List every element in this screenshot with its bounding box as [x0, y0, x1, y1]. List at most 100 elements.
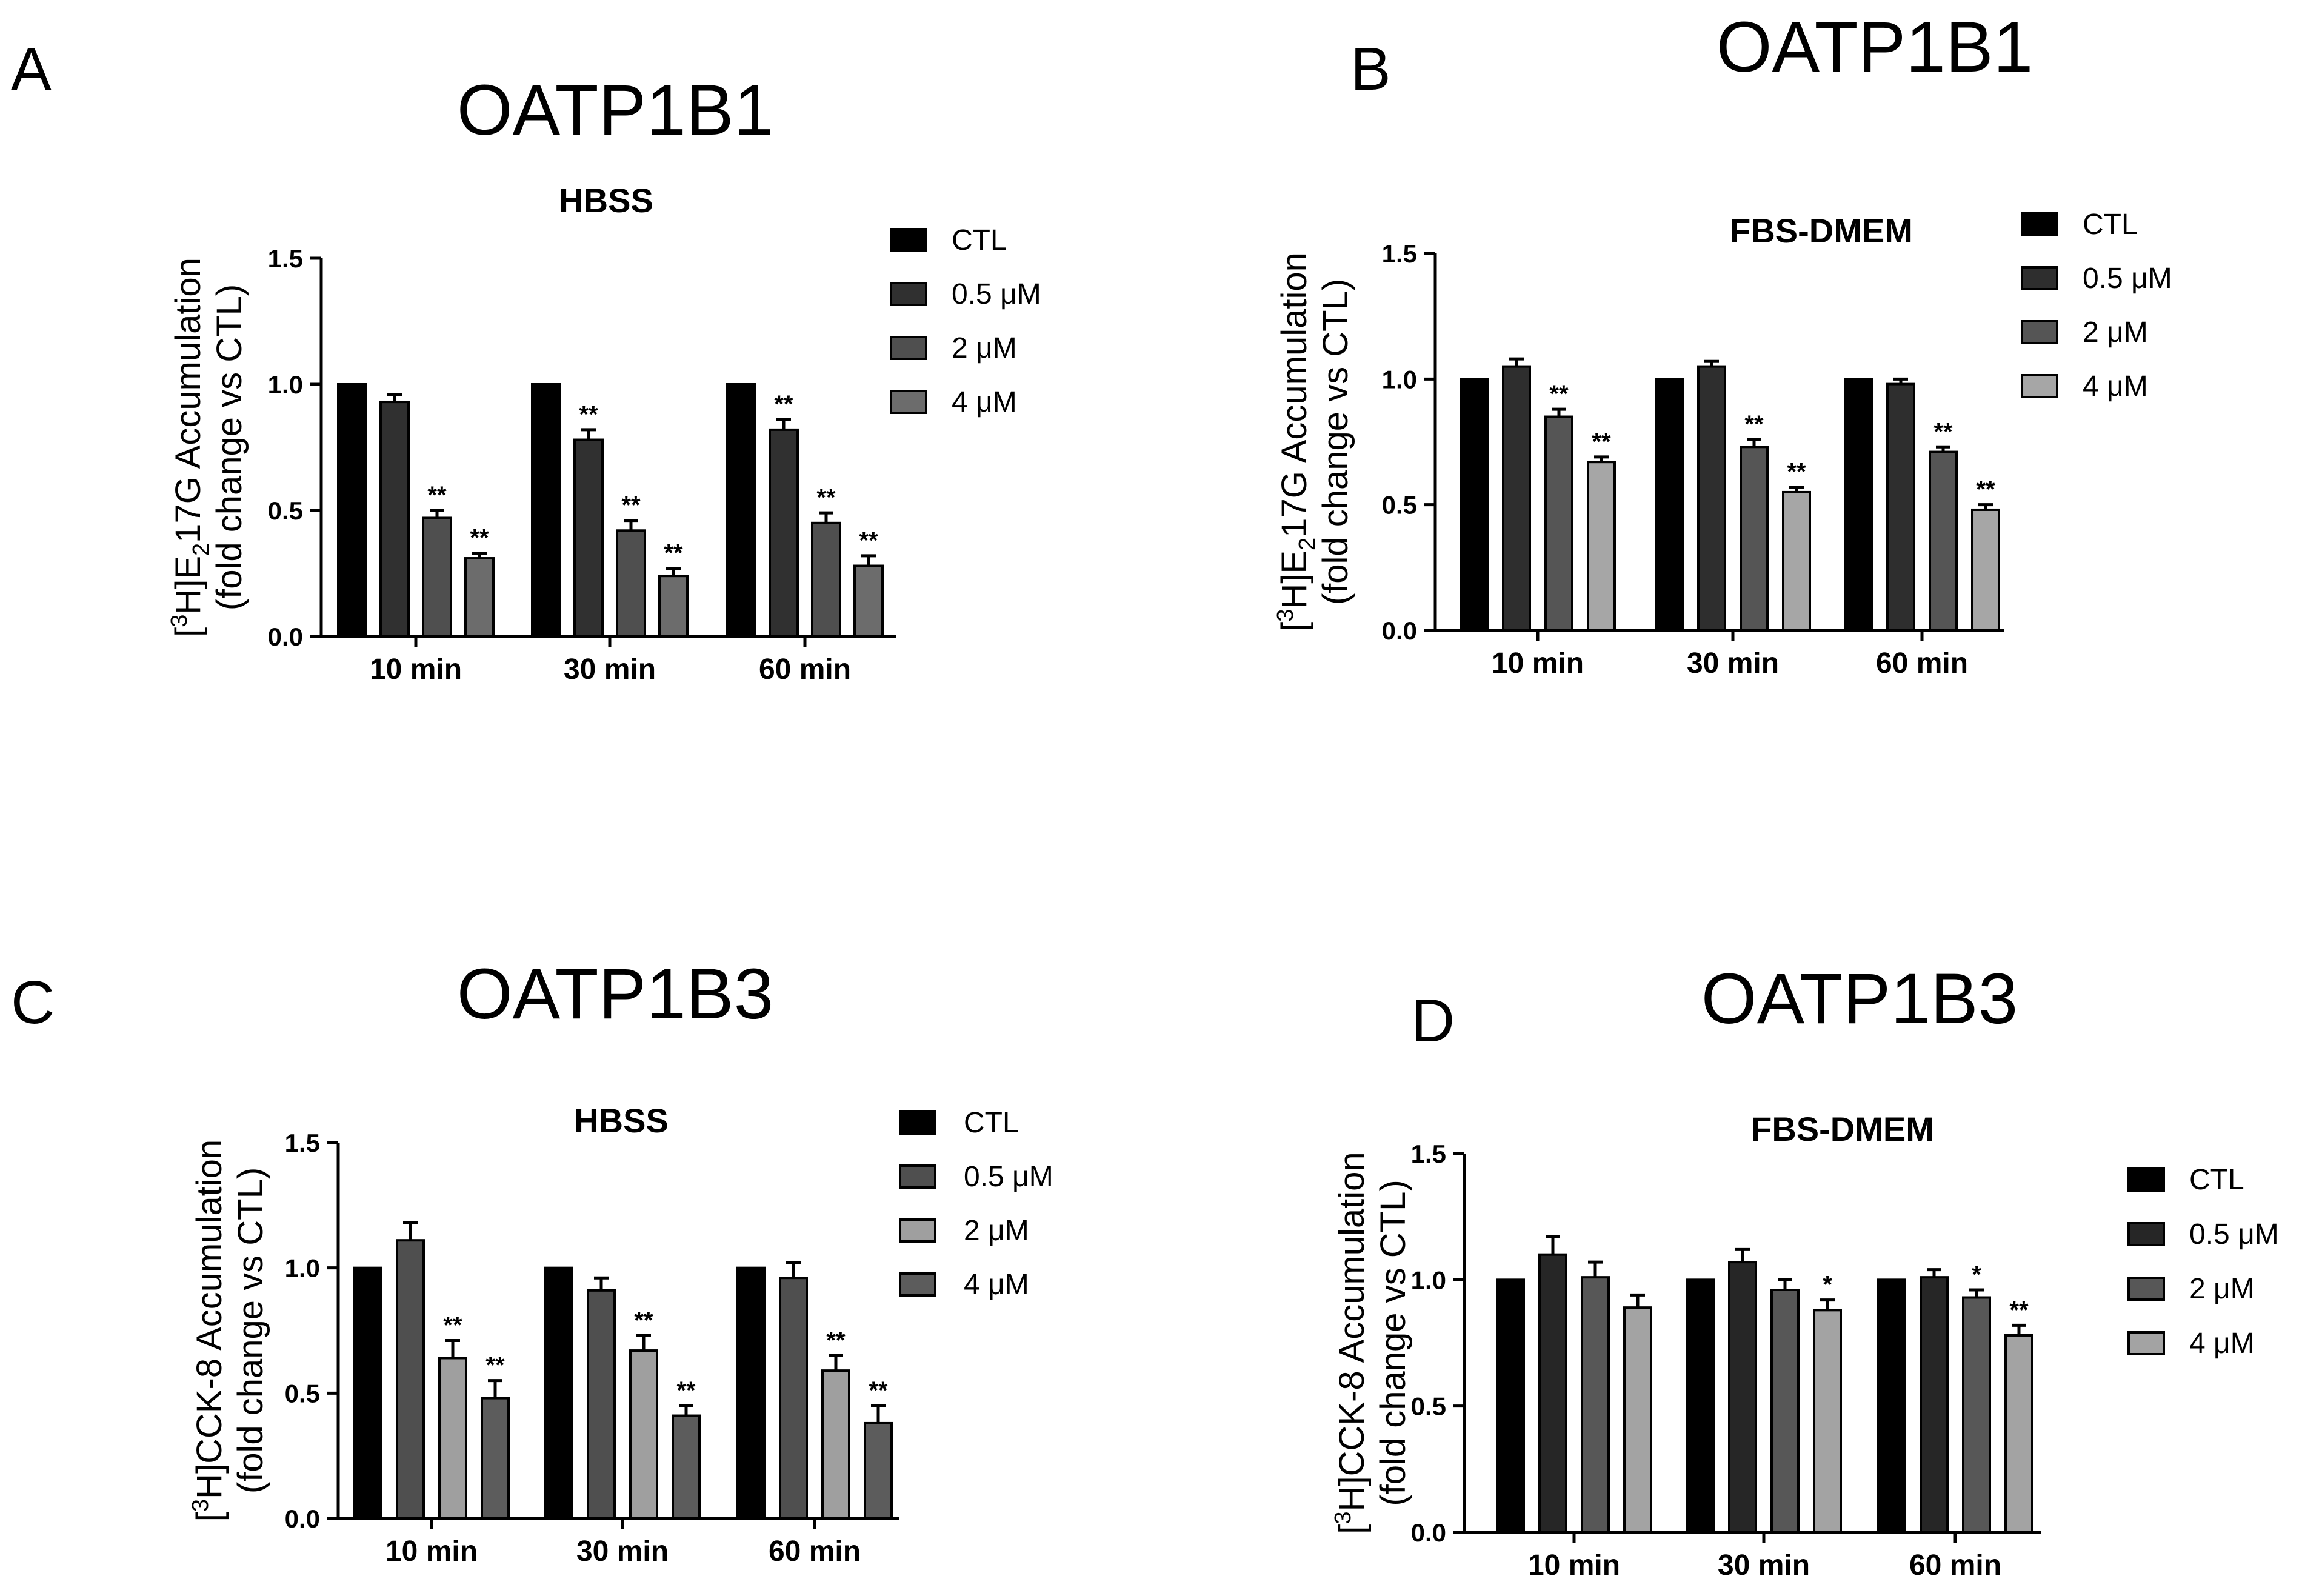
y-axis-label: [3H]CCK-8 Accumulation (fold change vs CT…: [1330, 1152, 1413, 1534]
panel-title: OATP1B1: [1716, 7, 2033, 87]
bar: [1844, 378, 1873, 632]
significance-label: **: [869, 1377, 888, 1404]
bar: [1770, 1289, 1800, 1534]
significance-label: **: [621, 492, 641, 519]
bar: [811, 521, 841, 638]
bar: [1496, 1278, 1525, 1534]
bar: [779, 1277, 808, 1520]
legend-label: CTL: [952, 224, 1007, 256]
legend: CTL 0.5 μM 2 μM 4 μM: [899, 1107, 1053, 1301]
legend-swatch: [890, 336, 927, 360]
x-tick-label: 10 min: [370, 653, 462, 686]
bar: [1782, 490, 1811, 632]
legend: CTL 0.5 μM 2 μM 4 μM: [890, 224, 1041, 418]
panel-a: A OATP1B1 HBSS [3H]E217G Accumulation (fold …: [11, 35, 1041, 686]
legend-swatch: [890, 390, 927, 414]
panel-letter: D: [1411, 987, 1455, 1055]
bar: [864, 1421, 893, 1520]
y-axis-label-line2: (fold change vs CTL): [231, 1167, 270, 1494]
legend-swatch: [890, 228, 927, 252]
bar: [1623, 1306, 1652, 1534]
panel-title: OATP1B3: [1701, 959, 2018, 1039]
significance-label: **: [579, 401, 598, 428]
bar: [1544, 415, 1573, 632]
legend-label: 0.5 μM: [964, 1161, 1053, 1193]
legend: CTL 0.5 μM 2 μM 4 μM: [2021, 209, 2172, 402]
legend-swatch: [2021, 374, 2058, 398]
bar: [573, 438, 604, 638]
significance-label: **: [443, 1312, 462, 1339]
bar: [1587, 461, 1616, 632]
x-tick-label: 30 min: [564, 653, 656, 686]
bar: [379, 401, 410, 638]
significance-label: **: [1744, 411, 1764, 438]
x-tick-label: 60 min: [1909, 1549, 2001, 1581]
y-axis-label: [3H]E217G Accumulation (fold change vs CT…: [1273, 252, 1355, 632]
x-tick-label: 60 min: [1876, 647, 1968, 679]
y-axis-label-line1: [3H]E217G Accumulation: [1273, 252, 1320, 632]
y-tick-label: 1.0: [1411, 1266, 1446, 1294]
x-tick-label: 10 min: [1492, 647, 1584, 679]
significance-label: **: [427, 482, 447, 509]
legend: CTL 0.5 μM 2 μM 4 μM: [2127, 1164, 2279, 1360]
y-axis-label-line2: (fold change vs CTL): [1373, 1180, 1413, 1506]
legend-swatch: [899, 1110, 936, 1135]
significance-label: *: [1823, 1272, 1832, 1298]
significance-label: **: [485, 1352, 505, 1379]
panel-d: D OATP1B3 FBS-DMEM [3H]CCK-8 Accumulation (f…: [1330, 959, 2279, 1581]
panel-title: OATP1B1: [457, 70, 773, 150]
significance-label: **: [1787, 459, 1806, 486]
legend-swatch: [890, 282, 927, 306]
legend-swatch: [2127, 1222, 2165, 1246]
y-axis-label: [3H]E217G Accumulation (fold change vs CT…: [167, 258, 249, 637]
y-tick-label: 0.0: [285, 1504, 320, 1533]
significance-label: **: [826, 1327, 846, 1354]
significance-label: **: [774, 391, 793, 418]
chart-title: FBS-DMEM: [1730, 212, 1913, 250]
bar: [629, 1349, 658, 1520]
legend-swatch: [2021, 212, 2058, 236]
bar: [481, 1397, 510, 1520]
significance-label: **: [470, 525, 489, 552]
bar: [1460, 378, 1489, 632]
y-tick-label: 1.5: [268, 244, 303, 273]
chart-title: HBSS: [559, 181, 653, 219]
x-tick-label: 30 min: [1718, 1549, 1810, 1581]
bar: [1655, 378, 1684, 632]
x-tick-label: 60 min: [769, 1535, 861, 1568]
bar: [1728, 1261, 1757, 1534]
y-axis-label-line2: (fold change vs CTL): [210, 284, 249, 610]
y-tick-label: 1.0: [268, 370, 303, 399]
legend-swatch: [2127, 1277, 2165, 1301]
bar: [422, 516, 452, 638]
legend-swatch: [2021, 320, 2058, 344]
bar: [396, 1239, 425, 1520]
bar: [1920, 1276, 1949, 1534]
y-tick-label: 1.5: [1411, 1140, 1446, 1168]
y-tick-label: 0.5: [1382, 491, 1417, 519]
bar: [531, 383, 561, 638]
y-tick-label: 1.0: [1382, 365, 1417, 393]
bar: [726, 383, 756, 638]
y-axis-label-line2: (fold change vs CTL): [1316, 279, 1355, 605]
y-tick-label: 1.5: [285, 1129, 320, 1157]
y-tick-label: 0.0: [268, 623, 303, 651]
bar: [544, 1266, 573, 1520]
bar: [821, 1369, 850, 1520]
legend-label: 0.5 μM: [952, 278, 1041, 310]
chart-title: HBSS: [574, 1101, 669, 1140]
bar: [1877, 1278, 1906, 1534]
bar: [587, 1289, 616, 1520]
y-axis-label-line1: [3H]E217G Accumulation: [167, 258, 214, 637]
significance-label: **: [676, 1377, 696, 1404]
bar: [1581, 1276, 1610, 1534]
legend-label: 2 μM: [2083, 316, 2148, 349]
y-tick-label: 0.5: [268, 496, 303, 525]
bar: [464, 557, 495, 638]
bar: [337, 383, 367, 638]
x-tick-label: 60 min: [759, 653, 851, 686]
bar: [2004, 1334, 2033, 1534]
bar: [1971, 508, 2000, 632]
y-tick-label: 0.0: [1382, 616, 1417, 645]
